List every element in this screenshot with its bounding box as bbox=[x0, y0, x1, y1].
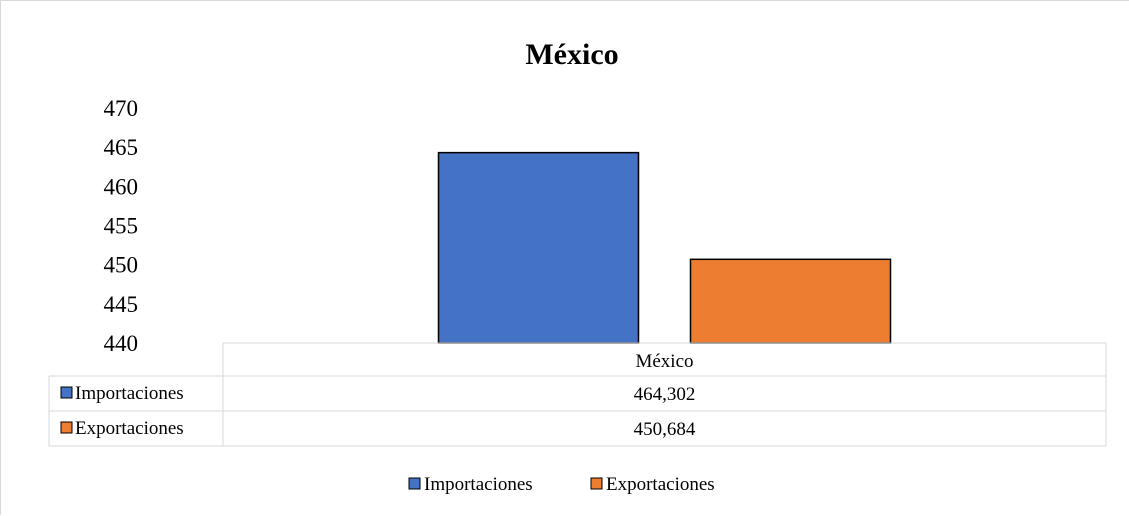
legend-label: Importaciones bbox=[424, 474, 533, 495]
y-tick-label: 445 bbox=[104, 292, 139, 317]
legend-key-importaciones bbox=[408, 477, 421, 490]
y-tick-label: 465 bbox=[104, 135, 139, 160]
table-category-label: México bbox=[635, 351, 693, 372]
legend-key-exportaciones bbox=[590, 477, 603, 490]
bar-importaciones bbox=[437, 151, 640, 344]
table-legend-key-importaciones bbox=[60, 386, 73, 399]
data-table: México Importaciones 464,302 Exportaciones 4… bbox=[48, 342, 1107, 447]
bars bbox=[437, 151, 892, 344]
table-value: 450,684 bbox=[634, 419, 696, 440]
table-legend-key-exportaciones bbox=[60, 421, 73, 434]
y-tick-label: 470 bbox=[104, 96, 139, 121]
y-tick-label: 455 bbox=[104, 214, 139, 239]
y-tick-label: 460 bbox=[104, 174, 139, 199]
bar-exportaciones bbox=[689, 258, 892, 344]
table-series-label: Exportaciones bbox=[75, 418, 184, 439]
legend-label: Exportaciones bbox=[606, 474, 715, 495]
chart-title: México bbox=[525, 38, 618, 71]
y-tick-label: 440 bbox=[104, 331, 139, 356]
y-tick-label: 450 bbox=[104, 253, 139, 278]
table-value: 464,302 bbox=[634, 384, 696, 405]
y-axis-ticks: 440 445 450 455 460 465 470 bbox=[104, 96, 139, 356]
legend: Importaciones Exportaciones bbox=[408, 474, 715, 495]
table-series-label: Importaciones bbox=[75, 383, 184, 404]
